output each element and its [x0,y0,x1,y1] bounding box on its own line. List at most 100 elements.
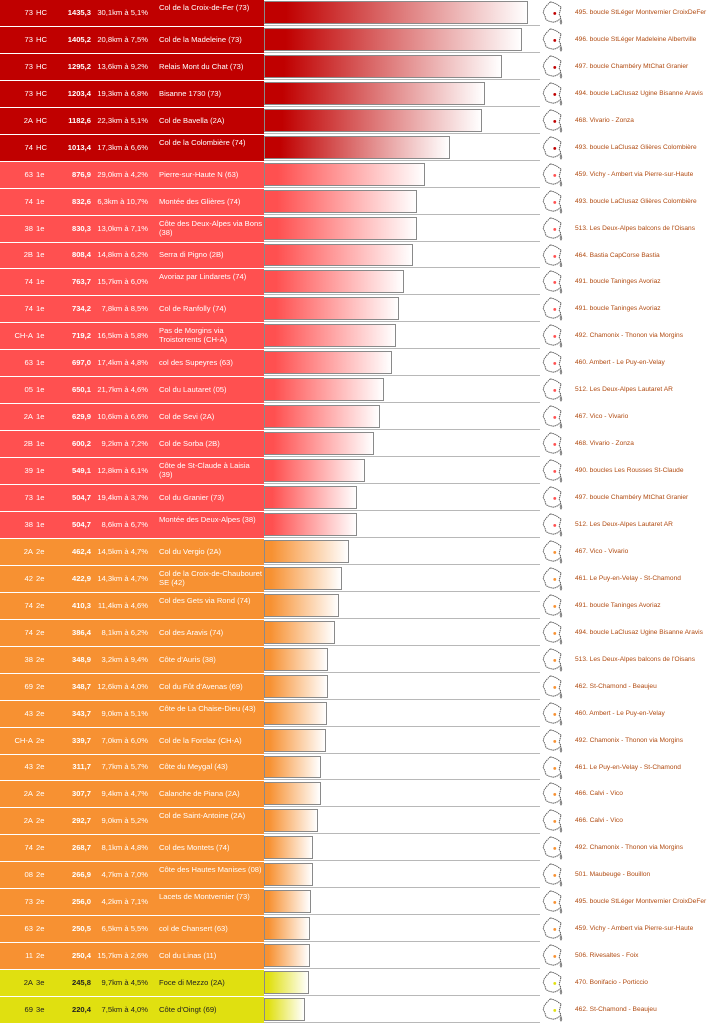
location-marker [553,11,557,15]
category-label: 1e [36,358,45,368]
france-map-icon [542,297,563,322]
score-label: 386,4 [71,627,91,637]
distance-grade-label: 12,8km à 6,1% [96,466,148,475]
category-label: HC [36,115,47,125]
category-cell: 2A 2e 292,7 9,0km à 5,2% Col de Saint-Antoin… [0,808,264,835]
category-label: 1e [36,385,45,395]
score-bar [264,728,327,752]
map-cell [540,565,568,592]
score-label: 343,7 [71,708,91,718]
score-bar [264,243,413,267]
distance-value: 19,4km [97,493,123,503]
bar-cell [264,26,540,53]
location-marker [553,793,557,797]
distance-value: 9,4km [101,789,123,799]
map-cell [540,215,568,242]
grade-value: 2,6% [130,951,148,961]
location-marker [553,200,557,204]
category-label: HC [36,142,47,152]
route-label: 491. boucle Taninges Avoriaz [575,601,661,609]
grade-separator: à [122,277,131,287]
bar-cell [264,808,540,835]
france-map-icon [542,28,563,52]
map-cell [540,538,568,565]
bar-cell [264,565,540,592]
score-bar [264,486,357,509]
grade-separator: à [122,924,131,934]
category-cell: 08 2e 266,9 4,7km à 7,0% Côte des Hautes Man… [0,862,264,889]
category-cell: 74 HC 1013,4 17,3km à 6,6% Col de la Colombi… [0,134,264,161]
score-label: 292,7 [71,816,91,826]
route-label: 467. Vico - Vivario [575,413,629,421]
france-map-icon [542,701,563,726]
distance-grade-label: 19,4km à 3,7% [96,493,148,502]
distance-value: 17,3km [97,142,123,152]
location-marker [553,497,557,500]
department-label: 73 [24,61,33,71]
france-map-icon [542,513,563,537]
route-label: 491. boucle Taninges Avoriaz [575,278,661,286]
category-cell: 43 2e 311,7 7,7km à 5,7% Côte du Meygal (43) [0,754,264,781]
grade-value: 4,0% [130,681,148,691]
climb-name-label: Foce di Mezzo (2A) [159,978,225,988]
grade-separator: à [122,789,131,799]
route-label: 506. Rivesaltes - Foix [575,952,639,960]
table-row: 39 1e 549,1 12,8km à 6,1% Côte de St-Claude … [0,458,724,485]
grade-value: 9,2% [130,61,148,71]
distance-value: 8,1km [101,843,123,853]
grade-separator: à [122,223,131,233]
score-label: 629,9 [71,412,91,422]
category-label: 3e [36,1005,45,1015]
table-row: 63 1e 876,9 29,0km à 4,2% Pierre-sur-Haute N… [0,161,724,189]
score-bar [264,405,380,429]
grade-value: 6,2% [130,627,148,637]
table-row: 42 2e 422,9 14,3km à 4,7% Col de la Croix-de… [0,565,724,593]
location-marker [553,1009,557,1012]
distance-value: 14,3km [97,573,123,583]
distance-grade-label: 4,7km à 7,0% [96,870,148,879]
table-row: 2B 1e 600,2 9,2km à 7,2% Col de Sorba (2B) 46… [0,431,724,458]
category-cell: 05 1e 650,1 21,7km à 4,6% Col du Lautaret (0… [0,377,264,404]
table-row: 74 2e 386,4 8,1km à 6,2% Col des Aravis (74)… [0,619,724,647]
category-cell: 69 2e 348,7 12,6km à 4,0% Col du Fût d'Avena… [0,673,264,700]
route-label: 495. boucle StLéger Montvernier CroixDeF… [575,898,707,906]
category-cell: 39 1e 549,1 12,8km à 6,1% Côte de St-Claude … [0,458,264,485]
category-cell: 74 1e 832,6 6,3km à 10,7% Montée des Glières… [0,188,264,215]
distance-value: 8,6km [101,519,123,529]
score-label: 763,7 [71,277,91,287]
route-label: 461. Le Puy-en-Velay - St-Chamond [575,763,681,771]
grade-separator: à [122,169,131,179]
table-row: 11 2e 250,4 15,7km à 2,6% Col du Linas (11) 5… [0,943,724,970]
climb-name-label: Côte d'Auris (38) [159,654,216,664]
grade-value: 6,0% [130,277,148,287]
bar-cell [264,970,540,997]
map-cell [540,970,568,997]
score-bar [264,189,418,213]
category-label: 2e [36,735,45,745]
department-label: 73 [24,897,33,907]
route-label: 495. boucle StLéger Montvernier CroixDeF… [575,9,707,16]
location-marker [553,523,557,527]
location-marker [553,685,557,689]
bar-cell [264,161,540,188]
grade-value: 5,7% [130,762,148,772]
department-label: 39 [24,466,33,476]
table-row: 74 HC 1013,4 17,3km à 6,6% Col de la Colombi… [0,134,724,162]
climb-name-label: Col du Vergio (2A) [159,546,222,556]
department-label: 69 [24,681,33,691]
category-label: 2e [36,897,45,907]
distance-grade-label: 7,0km à 6,0% [96,736,148,745]
score-bar [264,81,486,105]
department-label: 74 [24,304,33,314]
grade-value: 6,6% [130,412,148,422]
france-map-icon [542,863,563,888]
table-row: 38 2e 348,9 3,2km à 9,4% Côte d'Auris (38) 51… [0,646,724,674]
distance-grade-label: 9,0km à 5,2% [96,816,148,825]
table-row: 73 HC 1405,2 20,8km à 7,5% Col de la Madelei… [0,26,724,54]
grade-separator: à [122,88,131,98]
category-cell: 63 1e 697,0 17,4km à 4,8% col des Supeyres (… [0,350,264,377]
location-marker [553,92,557,96]
distance-grade-label: 7,8km à 8,5% [96,304,148,313]
score-bar [264,324,397,348]
category-label: 1e [36,277,45,287]
